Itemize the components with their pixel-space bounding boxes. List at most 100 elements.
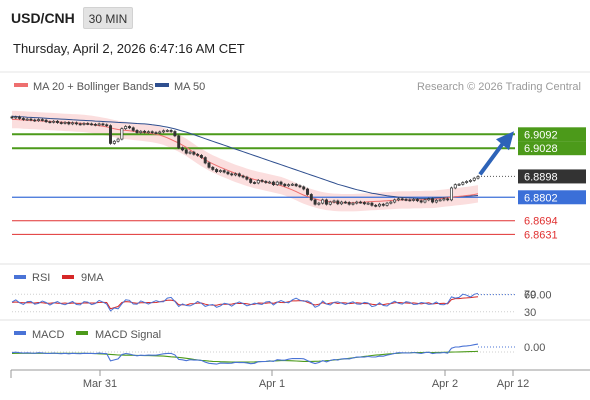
ma50-legend-swatch xyxy=(155,83,169,87)
price-label-2: 6.8898 xyxy=(524,171,558,183)
candle xyxy=(143,130,147,133)
price-label-1: 6.9028 xyxy=(524,143,558,155)
candle xyxy=(298,185,302,188)
candle xyxy=(154,132,158,134)
candle xyxy=(446,198,450,201)
projection-arrow xyxy=(478,131,514,176)
candle xyxy=(453,184,457,189)
candle xyxy=(381,203,385,206)
candle xyxy=(40,119,44,121)
candle xyxy=(294,183,298,187)
candle xyxy=(86,123,90,125)
macd-line xyxy=(11,343,479,365)
macd-legend-swatch xyxy=(14,331,26,335)
candle xyxy=(230,173,234,176)
price-label-bg-0 xyxy=(518,127,586,142)
candle xyxy=(412,199,416,201)
candle xyxy=(59,122,63,124)
x-tick-label-2: Apr 2 xyxy=(432,378,458,390)
candle xyxy=(359,201,363,204)
candle xyxy=(25,118,29,121)
candle xyxy=(415,199,419,202)
candle xyxy=(10,116,14,119)
ma50-line xyxy=(11,115,479,199)
candle xyxy=(321,199,325,204)
x-tick-label-1: Apr 1 xyxy=(259,378,285,390)
candle xyxy=(343,201,347,204)
candle xyxy=(423,199,427,203)
macd-legend: MACD MACD Signal xyxy=(14,329,161,341)
candle xyxy=(120,128,124,140)
candle xyxy=(419,200,423,203)
x-axis: Mar 31 Apr 1 Apr 2 Apr 12 xyxy=(83,370,529,390)
candle xyxy=(37,119,40,121)
candle xyxy=(347,202,351,205)
projection-arrow-head xyxy=(496,131,514,151)
candle xyxy=(74,122,78,125)
rsi-legend-label: RSI xyxy=(32,272,50,284)
price-label-3: 6.8802 xyxy=(524,192,558,204)
candle xyxy=(203,157,207,164)
symbol-label: USD/CNH xyxy=(11,10,75,26)
candle xyxy=(124,126,128,130)
candle xyxy=(177,135,181,149)
macd-legend-label: MACD xyxy=(32,329,64,341)
candle xyxy=(173,131,177,137)
candle xyxy=(101,123,105,126)
candle xyxy=(192,151,196,155)
candle xyxy=(287,184,291,187)
candle xyxy=(226,171,230,175)
candle xyxy=(222,170,226,173)
candle xyxy=(55,120,59,123)
candle xyxy=(181,147,184,151)
candle xyxy=(131,127,135,131)
candle xyxy=(328,201,332,205)
candle xyxy=(162,130,166,133)
candle xyxy=(188,151,192,154)
candle xyxy=(290,183,294,186)
candle xyxy=(468,179,472,182)
candle xyxy=(207,162,211,168)
candle xyxy=(336,200,340,205)
candle xyxy=(400,198,404,201)
rsi-guide-label-0: 70 xyxy=(524,289,536,301)
candle xyxy=(48,121,52,124)
price-label-bg-2 xyxy=(518,169,586,184)
candle xyxy=(93,123,97,126)
rsi-ma-legend-swatch xyxy=(62,275,74,279)
x-tick-label-0: Mar 31 xyxy=(83,378,117,390)
bollinger-band-area xyxy=(12,110,478,212)
candle xyxy=(71,122,75,125)
candle xyxy=(438,199,442,202)
candle xyxy=(431,198,435,203)
candle xyxy=(465,181,469,183)
timeframe-button[interactable]: 30 MIN xyxy=(83,7,133,29)
candle xyxy=(256,179,260,184)
candle xyxy=(14,116,18,119)
research-credit: Research © 2026 Trading Central xyxy=(417,81,581,93)
chart-datetime: Thursday, April 2, 2026 6:47:16 AM CET xyxy=(13,41,245,56)
candle xyxy=(434,199,438,203)
candle xyxy=(252,182,256,184)
candle xyxy=(355,201,359,204)
candle xyxy=(105,124,109,127)
candle xyxy=(135,130,139,133)
candle xyxy=(215,169,219,173)
price-label-5: 6.8631 xyxy=(524,229,558,241)
key-levels xyxy=(12,133,515,235)
candle xyxy=(241,175,245,178)
candle xyxy=(158,131,162,134)
candle xyxy=(245,176,249,180)
candle xyxy=(199,155,203,158)
candle xyxy=(279,181,283,185)
ma20-line xyxy=(12,119,479,204)
candlestick-series xyxy=(10,115,480,208)
price-label-4: 6.8694 xyxy=(524,216,558,228)
rsi-legend: RSI 9MA xyxy=(14,272,104,284)
candle xyxy=(90,123,94,126)
bollinger-band xyxy=(12,110,478,212)
candle xyxy=(234,173,238,176)
candle xyxy=(67,122,71,125)
candle xyxy=(317,202,321,205)
